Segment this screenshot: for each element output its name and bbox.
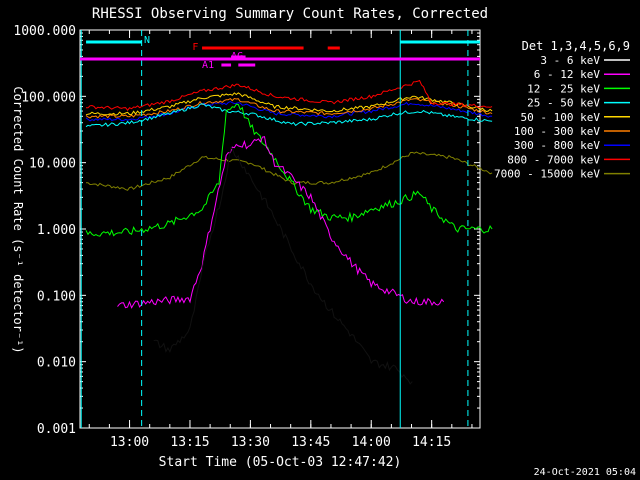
y-tick-label: 0.100 bbox=[37, 289, 76, 304]
x-tick-label: 14:15 bbox=[412, 435, 451, 450]
annotation-label: F bbox=[192, 42, 198, 53]
annotation-label: AG bbox=[231, 51, 243, 62]
series-line-olive bbox=[86, 151, 493, 191]
y-axis-label: Corrected Count Rate (s⁻¹ detector⁻¹) bbox=[11, 86, 25, 353]
y-tick-label: 10.000 bbox=[29, 157, 76, 172]
series-line-black bbox=[153, 146, 413, 385]
legend-label: 100 - 300 keV bbox=[514, 125, 600, 138]
annotation-label: A1 bbox=[202, 60, 214, 71]
legend-label: 800 - 7000 keV bbox=[507, 153, 600, 166]
x-tick-label: 13:15 bbox=[170, 435, 209, 450]
axis-ticks: 0.001 0.010 0.100 1.000 10.000 100.000 1000.00… bbox=[13, 24, 480, 450]
x-tick-label: 13:30 bbox=[231, 435, 270, 450]
series-line-magenta bbox=[117, 136, 445, 309]
x-tick-label: 13:00 bbox=[110, 435, 149, 450]
series-line-yellow bbox=[85, 92, 493, 116]
series-line-cyan bbox=[85, 103, 493, 128]
x-tick-label: 13:45 bbox=[291, 435, 330, 450]
legend-label: 50 - 100 keV bbox=[521, 111, 601, 124]
x-tick-label: 14:00 bbox=[352, 435, 391, 450]
legend-label: 6 - 12 keV bbox=[534, 68, 601, 81]
series-line-red bbox=[86, 79, 493, 112]
y-tick-label: 100.000 bbox=[21, 90, 76, 105]
y-tick-label: 1000.000 bbox=[13, 24, 76, 39]
x-axis-label: Start Time (05-Oct-03 12:47:42) bbox=[159, 455, 402, 470]
legend-label: 7000 - 15000 keV bbox=[494, 168, 600, 181]
legend-label: 12 - 25 keV bbox=[527, 82, 600, 95]
series-line-green bbox=[85, 103, 493, 237]
footer-timestamp: 24-Oct-2021 05:04 bbox=[534, 467, 636, 478]
legend-label: 300 - 800 keV bbox=[514, 139, 600, 152]
legend-label: 25 - 50 keV bbox=[527, 97, 600, 110]
annotation-label: N bbox=[144, 35, 150, 46]
chart-title: RHESSI Observing Summary Count Rates, Co… bbox=[92, 6, 488, 22]
y-tick-label: 0.001 bbox=[37, 422, 76, 437]
legend-label: 3 - 6 keV bbox=[540, 54, 600, 67]
y-tick-label: 0.010 bbox=[37, 356, 76, 371]
y-tick-label: 1.000 bbox=[37, 223, 76, 238]
annotations: N F AG A1 bbox=[80, 30, 480, 428]
data-series bbox=[85, 79, 493, 385]
legend-title: Det 1,3,4,5,6,9 bbox=[522, 39, 630, 53]
